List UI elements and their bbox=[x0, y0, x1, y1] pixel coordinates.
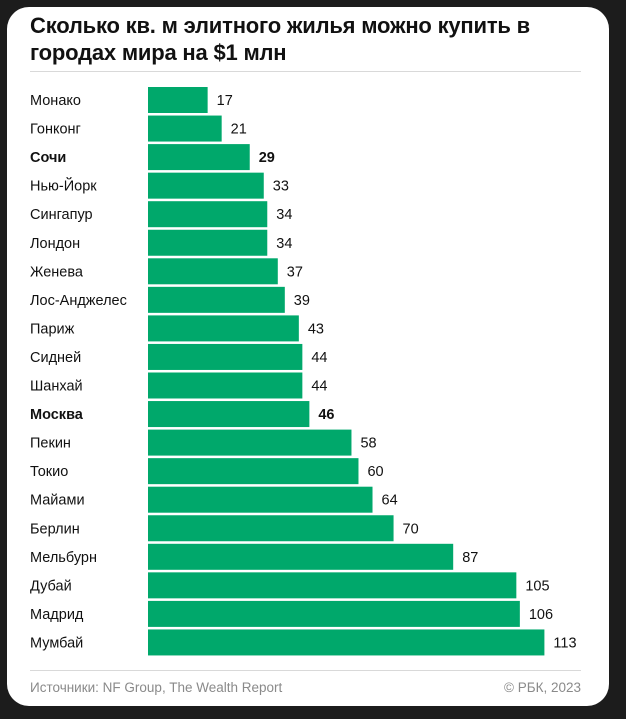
category-label: Сидней bbox=[30, 350, 81, 366]
value-label: 34 bbox=[276, 207, 292, 223]
source-note: Источники: NF Group, The Wealth Report bbox=[30, 680, 283, 695]
bar bbox=[148, 87, 208, 113]
bar-chart: Монако 17 Гонконг 21 Сочи 29 Нью-Йорк 33 Сингапу… bbox=[30, 87, 577, 656]
category-label: Нью-Йорк bbox=[30, 177, 97, 195]
bar bbox=[148, 629, 545, 656]
value-label: 17 bbox=[217, 93, 233, 109]
title-divider bbox=[30, 71, 581, 72]
category-label: Сингапур bbox=[30, 207, 93, 223]
bar bbox=[148, 429, 352, 456]
value-label: 87 bbox=[462, 550, 478, 566]
category-label: Мельбурн bbox=[30, 550, 97, 566]
bar bbox=[148, 401, 310, 428]
bar bbox=[148, 458, 359, 485]
category-label: Майами bbox=[30, 493, 85, 509]
category-label: Мумбай bbox=[30, 635, 83, 651]
value-label: 44 bbox=[311, 350, 327, 366]
value-label: 46 bbox=[318, 407, 334, 423]
category-label: Лондон bbox=[30, 236, 80, 252]
footer-divider bbox=[30, 670, 581, 671]
bar bbox=[148, 115, 222, 142]
value-label: 44 bbox=[311, 379, 327, 395]
value-label: 37 bbox=[287, 264, 303, 280]
bar bbox=[148, 543, 454, 570]
bar bbox=[148, 600, 520, 627]
category-label: Дубай bbox=[30, 578, 72, 594]
value-label: 33 bbox=[273, 179, 289, 195]
bar bbox=[148, 486, 373, 513]
bar bbox=[148, 229, 268, 256]
bar bbox=[148, 315, 299, 342]
value-label: 43 bbox=[308, 321, 324, 337]
bar bbox=[148, 343, 303, 370]
category-label: Шанхай bbox=[30, 379, 83, 395]
category-label: Мадрид bbox=[30, 607, 84, 623]
chart-card: Сколько кв. м элитного жилья можно купит… bbox=[7, 7, 609, 706]
value-label: 106 bbox=[529, 607, 553, 623]
value-label: 70 bbox=[403, 521, 419, 537]
copyright: © РБК, 2023 bbox=[504, 680, 581, 695]
category-label: Гонконг bbox=[30, 122, 81, 138]
bar bbox=[148, 515, 394, 542]
bar bbox=[148, 172, 264, 199]
value-label: 105 bbox=[525, 578, 549, 594]
chart-title: Сколько кв. м элитного жилья можно купит… bbox=[30, 13, 530, 65]
value-label: 29 bbox=[259, 150, 275, 166]
value-label: 34 bbox=[276, 236, 292, 252]
category-label: Монако bbox=[30, 93, 81, 109]
bar bbox=[148, 258, 278, 285]
category-label: Женева bbox=[30, 264, 84, 280]
bar bbox=[148, 201, 268, 228]
category-label: Пекин bbox=[30, 436, 71, 452]
value-label: 64 bbox=[382, 493, 398, 509]
category-label: Сочи bbox=[30, 150, 66, 166]
bar bbox=[148, 286, 285, 313]
bar bbox=[148, 572, 517, 599]
category-label: Лос-Анджелес bbox=[30, 293, 127, 309]
category-label: Берлин bbox=[30, 521, 80, 537]
category-label: Москва bbox=[30, 407, 84, 423]
value-label: 113 bbox=[553, 635, 576, 651]
value-label: 21 bbox=[231, 122, 247, 138]
bar bbox=[148, 144, 250, 171]
value-label: 60 bbox=[367, 464, 383, 480]
bar bbox=[148, 372, 303, 399]
value-label: 58 bbox=[360, 436, 376, 452]
value-label: 39 bbox=[294, 293, 310, 309]
category-label: Париж bbox=[30, 321, 75, 337]
category-label: Токио bbox=[30, 464, 68, 480]
